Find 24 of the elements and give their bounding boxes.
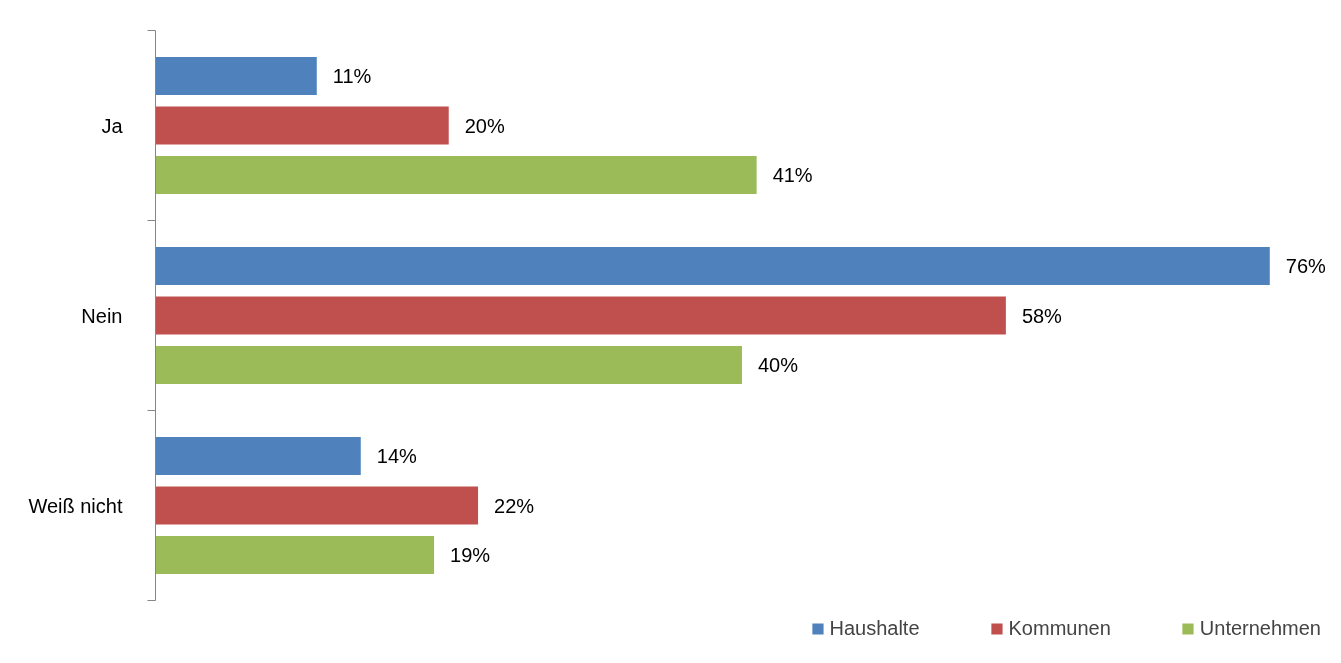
data-label: 40% <box>757 353 799 376</box>
data-label: 14% <box>376 445 418 468</box>
data-label: 11% <box>332 65 372 88</box>
y-tick-label: Weiß nicht <box>28 494 123 517</box>
bar <box>155 296 1006 335</box>
bar <box>155 57 317 96</box>
bar <box>155 106 449 145</box>
data-label: 20% <box>464 114 505 137</box>
data-label: 76% <box>1285 255 1327 278</box>
bar <box>155 535 435 574</box>
data-label: 22% <box>494 494 535 517</box>
data-label: 41% <box>772 163 813 186</box>
legend-label: Unternehmen <box>1199 616 1321 640</box>
y-tick-label: Ja <box>101 114 124 137</box>
bar <box>155 345 742 384</box>
data-label: 19% <box>450 543 491 566</box>
y-tick-label: Nein <box>81 304 123 327</box>
data-label: 58% <box>1021 304 1063 327</box>
legend-label: Haushalte <box>829 616 920 640</box>
bar <box>155 155 757 194</box>
bar <box>155 437 361 476</box>
legend-label: Kommunen <box>1008 616 1111 640</box>
bar <box>155 486 479 525</box>
bar <box>155 247 1270 286</box>
